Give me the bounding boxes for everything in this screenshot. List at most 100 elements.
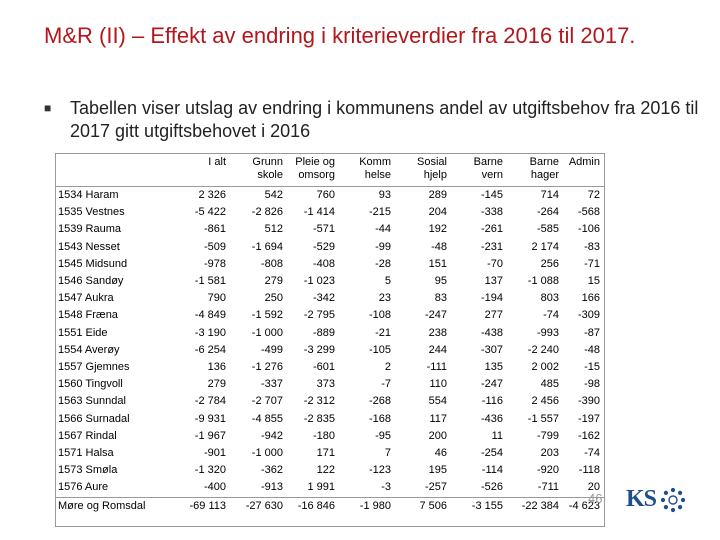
value-cell: -74 (543, 309, 559, 322)
value-cell: -799 (536, 429, 559, 442)
value-cell: -307 (480, 343, 503, 356)
column-header: Sosial hjelp (395, 154, 451, 187)
value-cell: -99 (375, 240, 391, 253)
municipality-name: 1545 Midsund (58, 257, 128, 270)
value-cell: -108 (368, 309, 391, 322)
value-cell: -509 (203, 240, 226, 253)
total-value: -69 113 (174, 496, 230, 515)
value-cell: 373 (316, 378, 335, 391)
total-value: -4 623 (563, 496, 604, 515)
value-cell: -526 (480, 481, 503, 494)
value-cell: -942 (260, 429, 283, 442)
value-cell: -74 (584, 447, 600, 460)
column-header: Komm helse (339, 154, 395, 187)
value-cell: -861 (203, 223, 226, 236)
bullet-point: ■ Tabellen viser utslag av endring i kom… (44, 97, 704, 143)
municipality-name: 1548 Fræna (58, 309, 118, 322)
value-cell: -1 000 (251, 326, 283, 339)
value-cell: -44 (375, 223, 391, 236)
bullet-text: Tabellen viser utslag av endring i kommu… (70, 98, 699, 141)
logo-text: KS (626, 486, 657, 512)
value-cell: -247 (424, 309, 447, 322)
value-cell: -1 000 (251, 447, 283, 460)
column-header: Barne vern (451, 154, 507, 187)
total-row: Møre og Romsdal -69 113 -27 630 -16 846 -1 9… (56, 496, 604, 515)
value-cell: -3 (381, 481, 391, 494)
value-cell: -2 795 (303, 309, 335, 322)
value-cell: -2 826 (251, 206, 283, 219)
value-cell: -1 967 (194, 429, 226, 442)
value-cell: -168 (368, 412, 391, 425)
value-cell: 2 (384, 361, 391, 374)
table-row: 1573 Smøla -1 320 -362 122 -123 195 -114 -920 -1… (56, 462, 604, 479)
value-cell: 2 456 (531, 395, 559, 408)
value-cell: 136 (207, 361, 226, 374)
value-cell: 23 (378, 292, 391, 305)
value-cell: -2 707 (251, 395, 283, 408)
value-cell: -3 190 (194, 326, 226, 339)
square-bullet-icon: ■ (44, 101, 52, 115)
value-cell: 790 (207, 292, 226, 305)
value-cell: -123 (368, 464, 391, 477)
value-cell: -1 581 (194, 275, 226, 288)
value-cell: -1 557 (527, 412, 559, 425)
column-header: I alt (174, 154, 230, 187)
value-cell: -9 931 (194, 412, 226, 425)
value-cell: -28 (375, 257, 391, 270)
value-cell: -913 (260, 481, 283, 494)
value-cell: 122 (316, 464, 335, 477)
municipality-name: 1543 Nesset (58, 240, 120, 253)
municipality-name: 1563 Sunndal (58, 395, 126, 408)
municipality-name: 1571 Halsa (58, 447, 114, 460)
value-cell: 72 (587, 189, 600, 201)
column-header: Barne hager (507, 154, 563, 187)
value-cell: -114 (481, 464, 503, 477)
total-value: -1 980 (339, 496, 395, 515)
value-cell: 803 (540, 292, 559, 305)
value-cell: 110 (429, 378, 447, 391)
value-cell: -105 (368, 343, 391, 356)
value-cell: -2 835 (303, 412, 335, 425)
table-row: 1539 Rauma -861 512 -571 -44 192 -261 -585 -106 (56, 221, 604, 238)
total-value: 7 506 (395, 496, 451, 515)
value-cell: 11 (491, 429, 503, 442)
value-cell: 2 002 (531, 361, 559, 374)
value-cell: 151 (428, 257, 447, 270)
value-cell: 5 (384, 275, 391, 288)
value-cell: -7 (381, 378, 391, 391)
value-cell: -5 422 (194, 206, 226, 219)
total-value: -22 384 (507, 496, 563, 515)
value-cell: -71 (584, 257, 600, 270)
value-cell: -257 (424, 481, 447, 494)
value-cell: 195 (428, 464, 447, 477)
value-cell: 2 326 (198, 189, 226, 201)
value-cell: -116 (481, 395, 503, 408)
value-cell: -390 (577, 395, 600, 408)
total-value: -27 630 (230, 496, 287, 515)
municipality-name: 1546 Sandøy (58, 275, 124, 288)
municipality-name: 1551 Eide (58, 326, 108, 339)
value-cell: 256 (540, 257, 559, 270)
value-cell: -1 414 (303, 206, 335, 219)
value-cell: -338 (480, 206, 503, 219)
value-cell: -1 592 (251, 309, 283, 322)
municipality-name: 1567 Rindal (58, 429, 117, 442)
value-cell: -83 (584, 240, 600, 253)
value-cell: -87 (584, 326, 600, 339)
municipality-name: 1573 Smøla (58, 464, 118, 477)
data-table: I alt Grunn skole Pleie og omsorg Komm hels… (55, 153, 605, 527)
value-cell: -2 312 (303, 395, 335, 408)
value-cell: -118 (578, 464, 600, 477)
value-cell: -436 (480, 412, 503, 425)
value-cell: -145 (480, 189, 503, 201)
table-row: 1576 Aure -400 -913 1 991 -3 -257 -526 -711 20 (56, 479, 604, 497)
value-cell: -268 (368, 395, 391, 408)
table-row: 1543 Nesset -509 -1 694 -529 -99 -48 -231 2 174… (56, 239, 604, 256)
table-body: 1534 Haram 2 326 542 760 93 289 -145 714 72 1535 … (56, 187, 604, 515)
value-cell: 1 991 (307, 481, 335, 494)
value-cell: 238 (428, 326, 447, 339)
table-row: 1546 Sandøy -1 581 279 -1 023 5 95 137 -1 088 15 (56, 273, 604, 290)
table-row: 1560 Tingvoll 279 -337 373 -7 110 -247 485 -98 (56, 376, 604, 393)
value-cell: 15 (587, 275, 600, 288)
value-cell: -247 (480, 378, 503, 391)
